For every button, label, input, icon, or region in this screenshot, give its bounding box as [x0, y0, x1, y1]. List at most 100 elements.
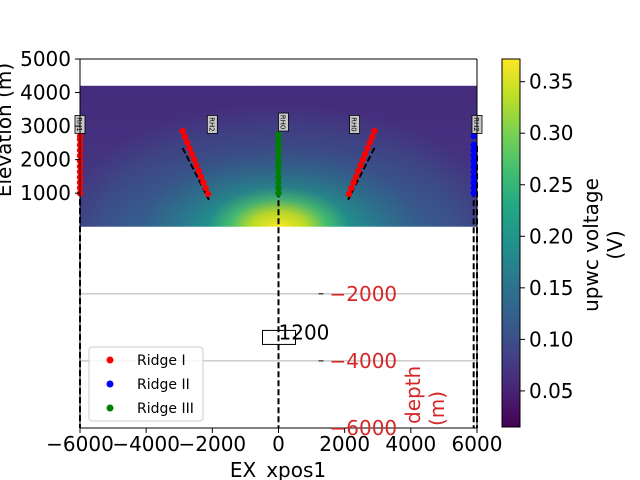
axes: −6000−4000−2000 0 2000 4000 6000100020003000…	[20, 47, 502, 456]
ridge-point	[200, 179, 207, 186]
ridge-point	[275, 189, 282, 197]
x-tick-label: −4000	[112, 432, 180, 456]
ridge-point	[195, 167, 202, 175]
station-label-text: RH0	[350, 117, 358, 132]
ridge-point	[275, 157, 282, 165]
station-label-box	[278, 112, 289, 132]
ridge-point	[197, 173, 205, 180]
ridge-point	[345, 190, 353, 198]
ridge-point	[470, 163, 477, 170]
ridge-point	[275, 152, 282, 159]
ridge-point	[359, 156, 367, 163]
station-label: RH0	[349, 115, 360, 134]
ridge-point	[348, 184, 355, 192]
ridge-point	[355, 167, 362, 175]
ridge-point	[366, 139, 374, 146]
ridge-point	[357, 162, 364, 169]
ridge-point	[371, 127, 378, 135]
y-tick-label: 5000	[20, 47, 71, 71]
colorbar-label: upwc voltage	[579, 178, 603, 312]
ridge-point	[275, 147, 282, 154]
colorbar-gradient	[501, 58, 521, 428]
depth-axis-label-unit: (m)	[425, 391, 449, 426]
ridge-point	[470, 168, 477, 175]
colorbar-tick-label: 0.15	[529, 276, 574, 300]
legend-label: Ridge II	[137, 377, 190, 393]
x-tick-label: 2000	[319, 432, 370, 456]
ridge-point	[470, 147, 477, 154]
annotation: 1200	[262, 320, 329, 345]
ridge-point	[193, 162, 200, 169]
x-tick-label: −2000	[179, 432, 247, 456]
ridge-point	[470, 189, 477, 197]
station-label-box	[206, 115, 218, 134]
station-label-text: RH2	[472, 117, 480, 132]
depth-tick-label: −4000	[330, 349, 398, 373]
colorbar: 0.05 0.10 0.15 0.20 0.25 0.30 0.35 upwc voltag…	[501, 58, 627, 428]
ridge-point	[352, 173, 360, 180]
ridge-point	[364, 145, 371, 152]
legend: Ridge I Ridge II Ridge III	[88, 346, 204, 422]
ridge-point	[470, 173, 477, 181]
colorbar-tick-label: 0.25	[529, 173, 574, 197]
ridge-point	[275, 173, 282, 181]
ridge-point	[275, 179, 282, 186]
ridge-point	[202, 184, 209, 192]
legend-marker	[106, 356, 114, 364]
ridge-point	[188, 150, 196, 158]
y-tick-label: 4000	[20, 81, 71, 105]
ridge-point	[186, 145, 193, 152]
dashed-line	[347, 147, 376, 201]
x-tick-label: −6000	[46, 432, 114, 456]
annotation-box	[262, 329, 296, 345]
ridge-point	[470, 141, 477, 149]
y-tick-label: 2000	[20, 148, 71, 172]
x-tick-label: 4000	[385, 432, 436, 456]
ridge-point	[275, 184, 282, 192]
ridge-point	[275, 163, 282, 170]
colorbar-ticks: 0.05 0.10 0.15 0.20 0.25 0.30 0.35	[520, 70, 574, 403]
ridge-point	[181, 133, 189, 141]
ridge-points	[76, 127, 477, 198]
station-label-box	[349, 115, 360, 134]
colorbar-tick-label: 0.05	[529, 379, 574, 403]
colorbar-tick-label: 0.20	[529, 224, 574, 248]
dashed-line	[181, 147, 210, 201]
colorbar-tick-label: 0.30	[529, 121, 574, 145]
ridge-point	[361, 150, 369, 158]
ridge-point	[470, 152, 477, 159]
ridge-point	[470, 132, 477, 140]
station-label: RH2	[206, 115, 218, 134]
legend-marker	[106, 404, 114, 412]
ridge-point	[275, 141, 282, 149]
station-label: RH0	[278, 112, 289, 132]
ridge-point	[275, 131, 282, 138]
ridge-point	[470, 157, 477, 165]
ridge-point	[204, 190, 212, 198]
y-tick-label: 1000	[20, 181, 71, 205]
ridge-point	[275, 168, 282, 175]
ridge-point	[470, 179, 477, 186]
station-label-text: RH0	[278, 115, 286, 130]
ridge-point	[183, 139, 191, 146]
ridge-point	[368, 133, 376, 141]
ridge-point	[275, 136, 282, 143]
y-axis-label: Elevation (m)	[0, 63, 16, 197]
ridge-point	[190, 156, 198, 163]
depth-axis-label: depth	[401, 366, 425, 424]
station-label-text: RH1	[75, 117, 83, 132]
y-tick-label: 3000	[20, 114, 71, 138]
legend-label: Ridge III	[137, 401, 194, 417]
station-label-text: RH2	[207, 117, 215, 132]
x-axis-label: EX_xpos1	[230, 458, 326, 480]
ridge-point	[350, 179, 357, 186]
x-tick-label: 0	[272, 432, 285, 456]
colorbar-label-unit: (V)	[603, 230, 627, 259]
legend-label: Ridge I	[137, 353, 186, 369]
x-tick-label: 6000	[452, 432, 503, 456]
depth-axis: depth (m) −2000 −4000 −6000	[318, 282, 449, 440]
colorbar-tick-label: 0.35	[529, 70, 574, 94]
ridge-point	[179, 127, 186, 135]
ridge-point	[470, 184, 477, 192]
